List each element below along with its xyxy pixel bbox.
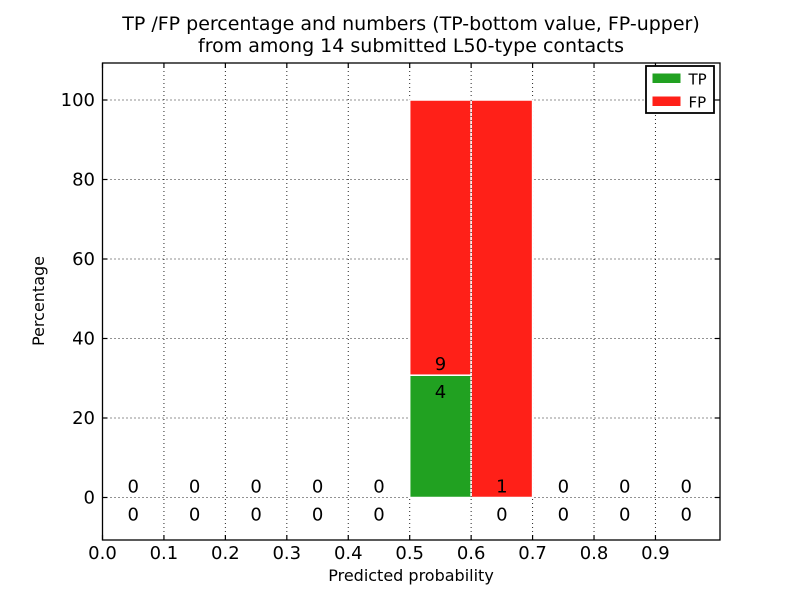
y-tick-label: 60 xyxy=(72,249,95,270)
y-tick-label: 80 xyxy=(72,170,95,191)
legend-label-fp: FP xyxy=(689,94,707,112)
tp-count-label: 4 xyxy=(435,382,446,403)
bar-tp xyxy=(408,374,472,499)
x-axis-label: Predicted probability xyxy=(328,566,494,585)
fp-count-label: 9 xyxy=(435,354,446,375)
tp-count-label: 0 xyxy=(496,505,507,526)
tp-count-label: 0 xyxy=(312,505,323,526)
fp-count-label: 0 xyxy=(312,477,323,498)
bars-layer xyxy=(408,99,534,499)
fp-count-label: 0 xyxy=(373,477,384,498)
tp-count-label: 0 xyxy=(250,505,261,526)
y-tick-label: 40 xyxy=(72,329,95,350)
legend: TP FP xyxy=(645,65,715,114)
y-tick-labels: 0 20 40 60 80 100 xyxy=(61,90,95,509)
fp-count-label: 0 xyxy=(189,477,200,498)
legend-label-tp: TP xyxy=(688,71,707,89)
fp-count-label: 0 xyxy=(127,477,138,498)
x-tick-label: 0.2 xyxy=(211,543,240,564)
tp-count-label: 0 xyxy=(619,505,630,526)
x-tick-label: 0.4 xyxy=(334,543,363,564)
count-labels-layer: 0 0 0 0 0 0 0 0 0 0 9 4 1 0 0 0 0 0 0 0 xyxy=(127,354,691,525)
x-tick-label: 0.1 xyxy=(150,543,179,564)
ticks-layer xyxy=(101,63,720,540)
plot-border xyxy=(101,62,721,541)
x-tick-label: 0.6 xyxy=(457,543,486,564)
bar-fp xyxy=(408,99,472,376)
x-tick-label: 0.3 xyxy=(272,543,301,564)
x-tick-label: 0.7 xyxy=(518,543,547,564)
tp-count-label: 0 xyxy=(680,505,691,526)
y-tick-label: 20 xyxy=(72,408,95,429)
legend-swatch-tp xyxy=(652,73,681,83)
chart-title-line1: TP /FP percentage and numbers (TP-bottom… xyxy=(121,13,700,35)
y-tick-label: 100 xyxy=(61,90,95,111)
tp-count-label: 0 xyxy=(189,505,200,526)
y-tick-label: 0 xyxy=(84,488,95,509)
chart-title-line2: from among 14 submitted L50-type contact… xyxy=(198,35,624,57)
fp-count-label: 0 xyxy=(619,477,630,498)
fp-count-label: 0 xyxy=(680,477,691,498)
tp-count-label: 0 xyxy=(127,505,138,526)
tp-count-label: 0 xyxy=(373,505,384,526)
x-tick-label: 0.0 xyxy=(88,543,117,564)
tp-count-label: 0 xyxy=(558,505,569,526)
fp-count-label: 1 xyxy=(496,477,507,498)
x-tick-label: 0.5 xyxy=(395,543,424,564)
legend-swatch-fp xyxy=(652,96,681,106)
x-tick-label: 0.9 xyxy=(641,543,670,564)
y-axis-label: Percentage xyxy=(29,256,48,346)
fp-count-label: 0 xyxy=(558,477,569,498)
x-tick-label: 0.8 xyxy=(580,543,609,564)
bar-fp xyxy=(470,99,534,499)
x-tick-labels: 0.0 0.1 0.2 0.3 0.4 0.5 0.6 0.7 0.8 0.9 xyxy=(88,543,670,564)
fp-count-label: 0 xyxy=(250,477,261,498)
